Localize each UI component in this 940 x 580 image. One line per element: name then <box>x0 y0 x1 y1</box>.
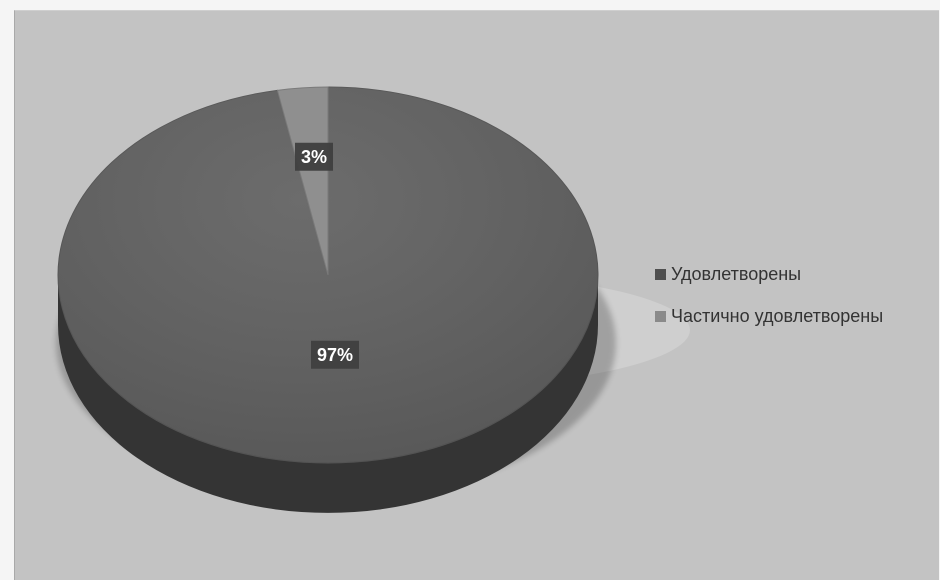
pie-slice-partially-satisfied <box>276 86 329 276</box>
legend-item-satisfied: Удовлетворены <box>655 262 930 286</box>
data-label-partially-satisfied-background <box>294 142 334 171</box>
pie-side-satisfied <box>58 275 598 513</box>
pie-group <box>56 86 616 513</box>
legend-swatch-satisfied <box>655 268 666 280</box>
legend-swatch-partially-satisfied <box>655 310 666 322</box>
legend: Удовлетворены Частично удовлетворены <box>655 262 930 346</box>
legend-label-partially-satisfied: Частично удовлетворены <box>671 305 884 326</box>
legend-label-satisfied: Удовлетворены <box>671 263 802 284</box>
data-label-satisfied-background <box>310 340 360 369</box>
data-label-partially-satisfied: 3% <box>301 147 327 167</box>
data-label-satisfied: 97% <box>317 345 353 365</box>
data-labels: 3% 97% <box>294 142 360 369</box>
legend-item-partially-satisfied: Частично удовлетворены <box>655 304 930 328</box>
